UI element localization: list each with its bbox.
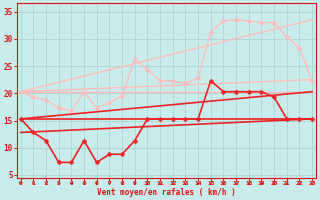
X-axis label: Vent moyen/en rafales ( km/h ): Vent moyen/en rafales ( km/h ) [97, 188, 236, 197]
